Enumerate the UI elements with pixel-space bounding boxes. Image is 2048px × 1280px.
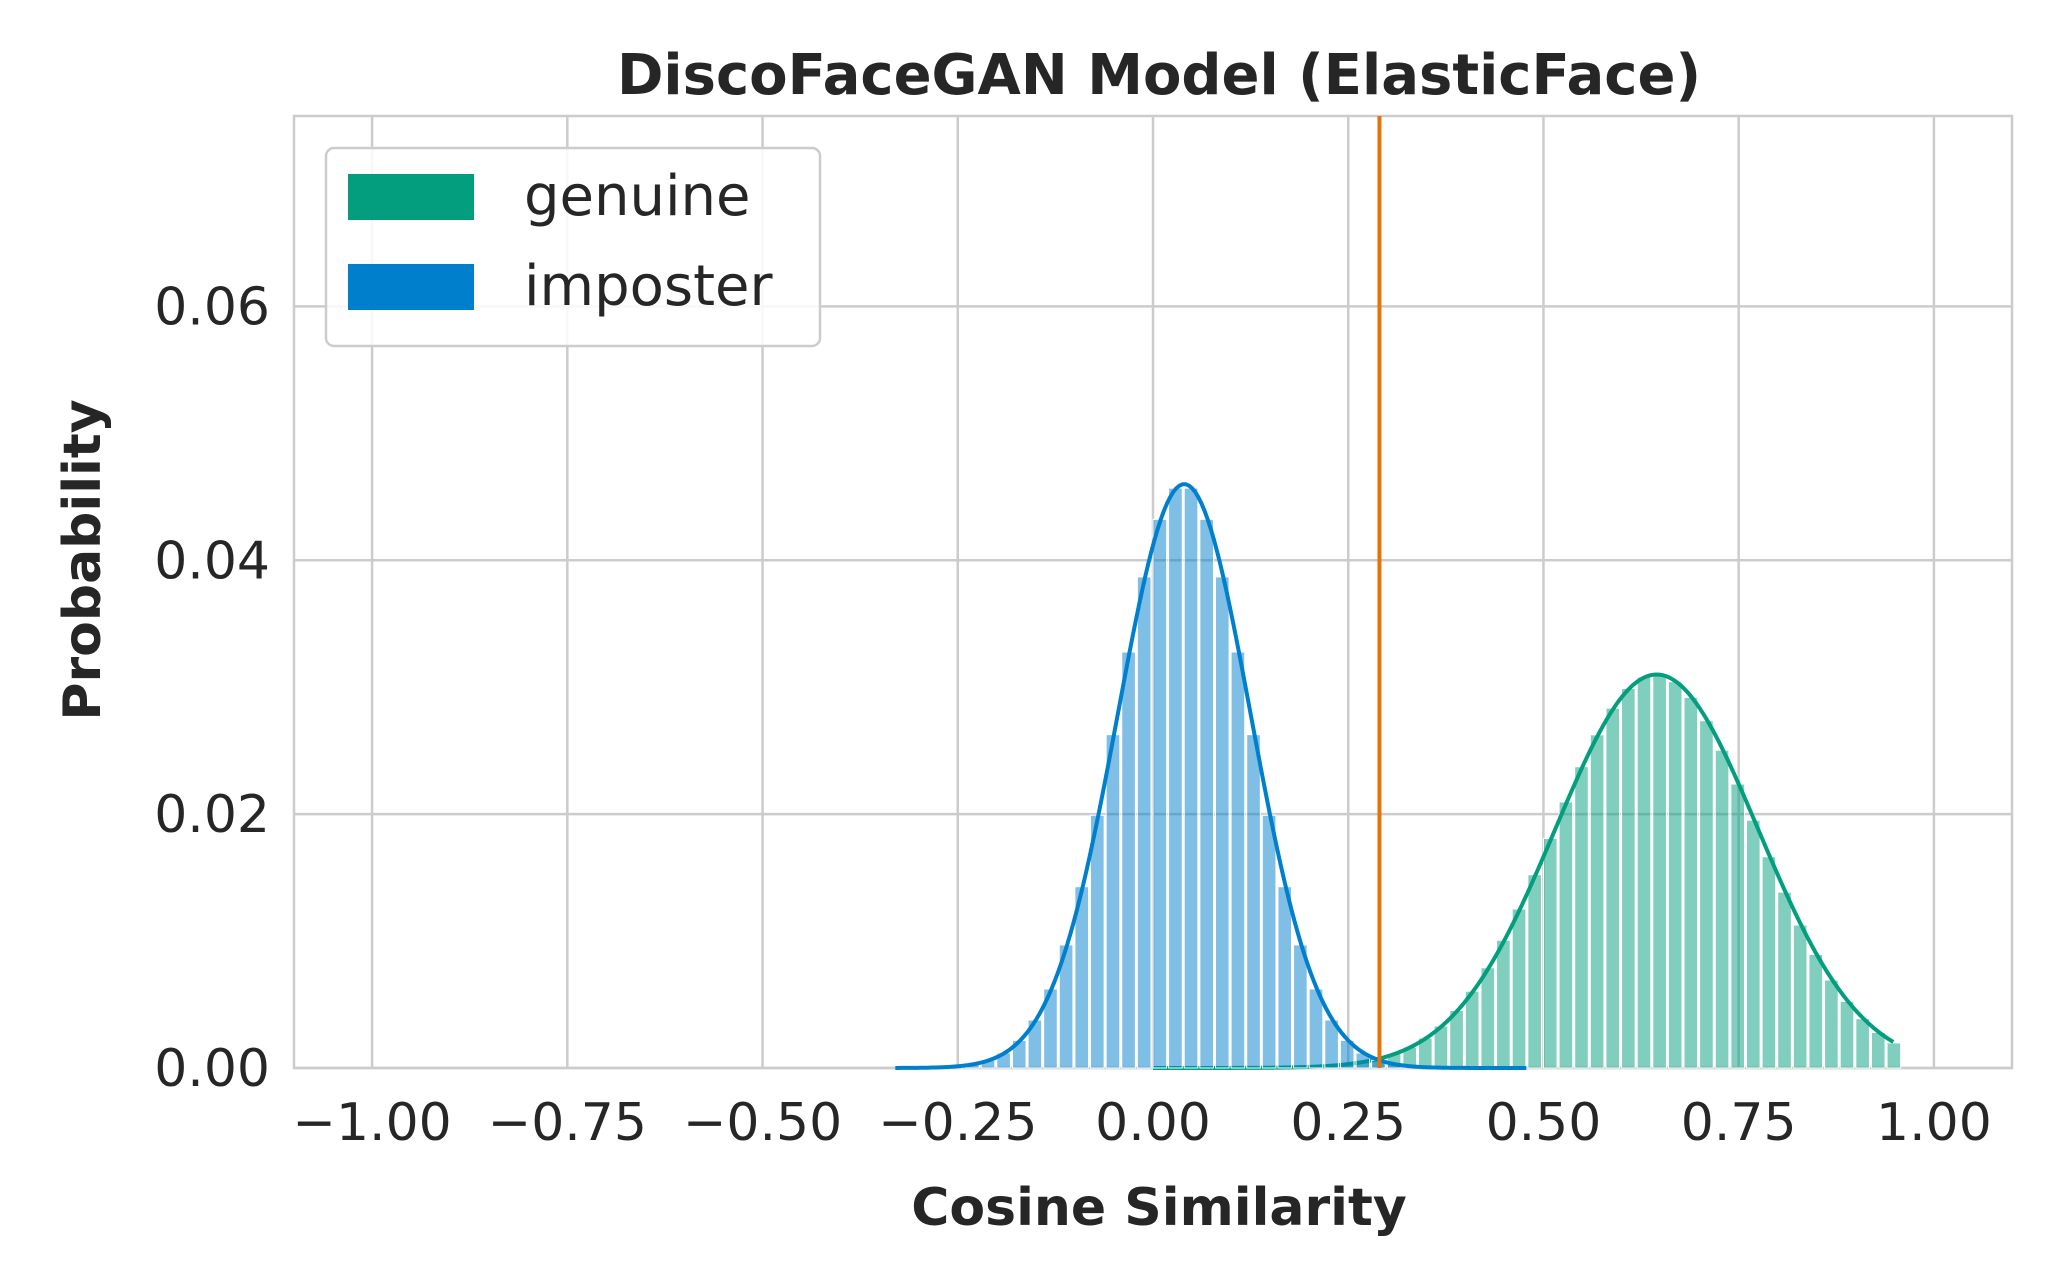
histogram-bar-genuine	[1855, 1018, 1870, 1069]
histogram-bar-genuine	[1589, 734, 1605, 1069]
histogram-bar-genuine	[1761, 856, 1777, 1069]
histogram-bar-genuine	[1808, 954, 1824, 1069]
histogram-bar-genuine	[1714, 749, 1730, 1069]
histogram-bar-genuine	[1636, 676, 1652, 1069]
histogram-bar-genuine	[1605, 707, 1621, 1069]
legend: genuine imposter	[324, 146, 822, 348]
histogram-bar-genuine	[1745, 819, 1761, 1069]
histogram-bar-imposter	[1121, 651, 1136, 1069]
x-axis: −1.00 −0.75 −0.50 −0.25 0.00 0.25 0.50 0.75 1.00	[292, 1093, 1991, 1153]
histogram-bar-genuine	[1667, 681, 1683, 1069]
plot-area	[292, 114, 2014, 1070]
x-tick-label: 0.00	[1095, 1093, 1211, 1153]
x-tick-label: −0.50	[683, 1093, 842, 1153]
histogram-bar-genuine	[1542, 838, 1558, 1069]
histogram-bar-genuine	[1527, 874, 1542, 1069]
y-tick-label: 0.06	[154, 277, 270, 337]
y-axis: 0.00 0.02 0.04 0.06	[154, 277, 270, 1099]
x-tick-label: 0.50	[1486, 1093, 1602, 1153]
histogram-bar-genuine	[1511, 908, 1527, 1069]
histogram-bar-genuine	[1730, 783, 1745, 1069]
histogram-bar-imposter	[1277, 886, 1293, 1069]
histogram-bar-genuine	[1574, 766, 1589, 1069]
histogram-bar-imposter	[1230, 651, 1246, 1069]
y-tick-label: 0.02	[154, 785, 270, 845]
histogram-bar-genuine	[1480, 967, 1496, 1069]
histogram-bar-imposter	[1105, 734, 1121, 1069]
x-tick-label: −0.75	[488, 1093, 647, 1153]
histogram-bar-imposter	[1246, 734, 1261, 1069]
x-tick-label: 1.00	[1876, 1093, 1992, 1153]
histogram-bar-genuine	[1621, 688, 1636, 1069]
histogram-bar-imposter	[1183, 487, 1199, 1069]
legend-label-genuine: genuine	[524, 164, 751, 229]
legend-swatch-genuine	[348, 174, 474, 220]
x-axis-label: Cosine Similarity	[911, 1178, 1406, 1238]
histogram-bar-imposter	[1168, 487, 1183, 1069]
histogram-bar-genuine	[1870, 1031, 1886, 1069]
histogram-bar-imposter	[1152, 518, 1168, 1069]
histogram-bar-imposter	[1261, 814, 1277, 1069]
histogram-bar-genuine	[1824, 979, 1839, 1069]
kde-curve-imposter	[895, 482, 1527, 1070]
histogram-bar-genuine	[1839, 1000, 1855, 1069]
histogram-bar-imposter	[1199, 518, 1214, 1069]
y-tick-label: 0.00	[154, 1039, 270, 1099]
histogram-bar-genuine	[1464, 990, 1480, 1069]
histogram-bar-imposter	[1293, 944, 1308, 1069]
histogram-bar-imposter	[1136, 576, 1152, 1069]
x-tick-label: −1.00	[292, 1093, 451, 1153]
histogram-bar-imposter	[1090, 814, 1105, 1069]
legend-swatch-imposter	[348, 264, 474, 310]
histogram-bar-genuine	[1699, 720, 1714, 1069]
y-tick-label: 0.04	[154, 531, 270, 591]
histogram-bar-genuine	[1792, 924, 1808, 1069]
histogram-bar-genuine	[1558, 801, 1574, 1069]
histogram-bar-genuine	[1652, 674, 1667, 1069]
x-tick-label: −0.25	[878, 1093, 1037, 1153]
histogram-bar-imposter	[1214, 576, 1230, 1069]
y-axis-label: Probability	[53, 399, 113, 720]
legend-label-imposter: imposter	[524, 254, 774, 319]
histogram-bar-genuine	[1683, 696, 1699, 1069]
histogram-bar-genuine	[1777, 891, 1792, 1069]
chart-title: DiscoFaceGAN Model (ElasticFace)	[617, 43, 1701, 108]
x-tick-label: 0.25	[1290, 1093, 1406, 1153]
histogram-bar-genuine	[1496, 939, 1511, 1069]
histogram-bar-genuine	[1886, 1042, 1902, 1069]
x-tick-label: 0.75	[1681, 1093, 1797, 1153]
